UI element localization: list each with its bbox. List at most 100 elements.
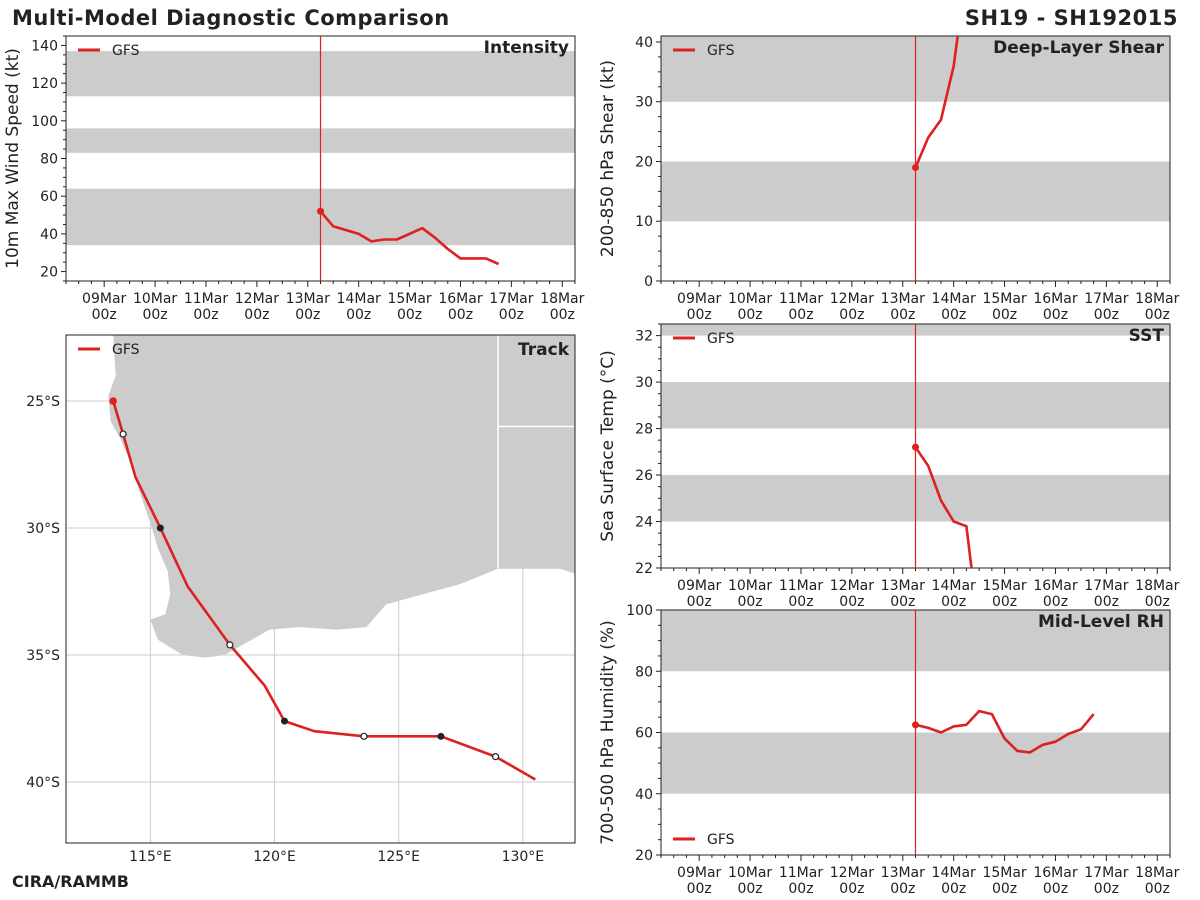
track-day-marker bbox=[437, 732, 445, 740]
sst-series-line bbox=[914, 446, 973, 568]
land-australia bbox=[108, 335, 575, 658]
sst-x-tick-label-hour: 00z bbox=[1043, 594, 1068, 610]
track-init-point bbox=[109, 397, 117, 405]
shear-x-tick-label-hour: 00z bbox=[1094, 307, 1119, 323]
sst-y-tick-label: 30 bbox=[635, 375, 653, 391]
track-panel-title: Track bbox=[518, 340, 570, 360]
rh-x-tick-label: 10Mar bbox=[728, 865, 772, 881]
track-halfday-marker bbox=[491, 753, 500, 761]
intensity-panel: 2040608010012014009Mar00z10Mar00z11Mar00… bbox=[3, 35, 585, 323]
sst-legend-label: GFS bbox=[707, 331, 735, 347]
shear-y-tick-label: 40 bbox=[635, 35, 653, 51]
rh-panel-title: Mid-Level RH bbox=[1038, 612, 1164, 632]
intensity-x-tick-label-hour: 00z bbox=[448, 307, 473, 323]
storm-id-label: SH19 - SH192015 bbox=[964, 6, 1178, 30]
shear-x-tick-label: 18Mar bbox=[1135, 291, 1179, 307]
intensity-y-tick-label: 120 bbox=[31, 76, 58, 92]
intensity-x-tick-label: 15Mar bbox=[387, 291, 431, 307]
intensity-x-tick-label: 12Mar bbox=[235, 291, 279, 307]
intensity-x-tick-label: 11Mar bbox=[184, 291, 228, 307]
sst-x-tick-label-hour: 00z bbox=[1094, 594, 1119, 610]
intensity-x-tick-label: 17Mar bbox=[489, 291, 533, 307]
sst-x-tick-label-hour: 00z bbox=[992, 594, 1017, 610]
rh-panel: 2040608010009Mar00z10Mar00z11Mar00z12Mar… bbox=[598, 603, 1180, 897]
rh-y-tick-label: 100 bbox=[626, 603, 653, 619]
intensity-x-tick-label-hour: 00z bbox=[193, 307, 218, 323]
rh-x-tick-label-hour: 00z bbox=[788, 881, 813, 897]
rh-x-tick-label-hour: 00z bbox=[1145, 881, 1170, 897]
track-lat-label: 35°S bbox=[26, 648, 60, 664]
rh-x-tick-label: 11Mar bbox=[779, 865, 823, 881]
intensity-series-line bbox=[319, 210, 500, 266]
sst-x-tick-label: 13Mar bbox=[881, 578, 925, 594]
shear-x-tick-label: 11Mar bbox=[779, 291, 823, 307]
sst-x-tick-label: 11Mar bbox=[779, 578, 823, 594]
intensity-y-axis-label: 10m Max Wind Speed (kt) bbox=[3, 48, 23, 269]
rh-init-point bbox=[912, 721, 919, 729]
intensity-y-tick-label: 60 bbox=[40, 189, 58, 205]
rh-y-tick-label: 80 bbox=[635, 664, 653, 680]
shear-y-tick-label: 0 bbox=[644, 274, 653, 290]
sst-x-tick-label: 10Mar bbox=[728, 578, 772, 594]
sst-x-tick-label-hour: 00z bbox=[839, 594, 864, 610]
rh-x-tick-label: 17Mar bbox=[1084, 865, 1128, 881]
rh-y-axis-label: 700-500 hPa Humidity (%) bbox=[598, 620, 618, 844]
sst-x-tick-label-hour: 00z bbox=[941, 594, 966, 610]
page-title: Multi-Model Diagnostic Comparison bbox=[12, 6, 450, 30]
sst-y-axis-label: Sea Surface Temp (°C) bbox=[598, 350, 618, 542]
intensity-x-tick-label-hour: 00z bbox=[295, 307, 320, 323]
sst-x-tick-label-hour: 00z bbox=[737, 594, 762, 610]
intensity-x-tick-label: 18Mar bbox=[540, 291, 584, 307]
shear-x-tick-label: 13Mar bbox=[881, 291, 925, 307]
intensity-x-tick-label: 10Mar bbox=[133, 291, 177, 307]
shear-panel-title: Deep-Layer Shear bbox=[993, 38, 1164, 58]
sst-y-tick-label: 32 bbox=[635, 329, 653, 345]
sst-x-tick-label-hour: 00z bbox=[1145, 594, 1170, 610]
shear-legend-label: GFS bbox=[707, 43, 735, 59]
sst-y-tick-label: 22 bbox=[635, 561, 653, 577]
rh-legend-label: GFS bbox=[707, 832, 735, 848]
shear-x-tick-label-hour: 00z bbox=[687, 307, 712, 323]
shear-y-tick-label: 30 bbox=[635, 95, 653, 111]
shear-x-tick-label-hour: 00z bbox=[941, 307, 966, 323]
sst-y-tick-label: 26 bbox=[635, 468, 653, 484]
rh-x-tick-label-hour: 00z bbox=[1043, 881, 1068, 897]
intensity-x-tick-label: 14Mar bbox=[337, 291, 381, 307]
track-lat-label: 25°S bbox=[26, 394, 60, 410]
intensity-x-tick-label-hour: 00z bbox=[550, 307, 575, 323]
rh-x-tick-label-hour: 00z bbox=[890, 881, 915, 897]
rh-x-tick-label: 14Mar bbox=[932, 865, 976, 881]
shear-series-line bbox=[914, 36, 959, 169]
intensity-y-tick-label: 20 bbox=[40, 265, 58, 281]
sst-init-point bbox=[912, 443, 919, 451]
intensity-x-tick-label-hour: 00z bbox=[142, 307, 167, 323]
track-frame bbox=[65, 334, 576, 844]
track-day-marker bbox=[280, 717, 288, 725]
track-halfday-marker bbox=[226, 641, 234, 649]
intensity-y-tick-label: 40 bbox=[40, 227, 58, 243]
intensity-x-tick-label: 09Mar bbox=[82, 291, 126, 307]
intensity-legend-label: GFS bbox=[112, 43, 140, 59]
rh-x-tick-label-hour: 00z bbox=[687, 881, 712, 897]
intensity-x-tick-label-hour: 00z bbox=[244, 307, 269, 323]
sst-x-tick-label: 09Mar bbox=[677, 578, 721, 594]
rh-x-tick-label: 12Mar bbox=[830, 865, 874, 881]
intensity-y-tick-label: 140 bbox=[31, 38, 58, 54]
shear-y-tick-label: 20 bbox=[635, 154, 653, 170]
shear-y-axis-label: 200-850 hPa Shear (kt) bbox=[598, 60, 618, 257]
track-panel: 25°S 30°S 35°S 40°S 115°E 120°E 125°E 130°E Trac… bbox=[26, 334, 576, 865]
rh-x-tick-label: 09Mar bbox=[677, 865, 721, 881]
rh-x-tick-label: 15Mar bbox=[982, 865, 1026, 881]
shear-x-tick-label-hour: 00z bbox=[890, 307, 915, 323]
track-lon-label: 120°E bbox=[253, 849, 296, 865]
shear-x-tick-label: 10Mar bbox=[728, 291, 772, 307]
intensity-x-tick-label-hour: 00z bbox=[499, 307, 524, 323]
rh-x-tick-label-hour: 00z bbox=[737, 881, 762, 897]
shear-x-tick-label: 09Mar bbox=[677, 291, 721, 307]
shear-init-point bbox=[912, 163, 919, 171]
sst-x-tick-label-hour: 00z bbox=[687, 594, 712, 610]
credit-label: CIRA/RAMMB bbox=[12, 872, 129, 891]
track-legend-label: GFS bbox=[112, 342, 140, 358]
sst-y-tick-label: 24 bbox=[635, 515, 653, 531]
intensity-x-tick-label-hour: 00z bbox=[346, 307, 371, 323]
